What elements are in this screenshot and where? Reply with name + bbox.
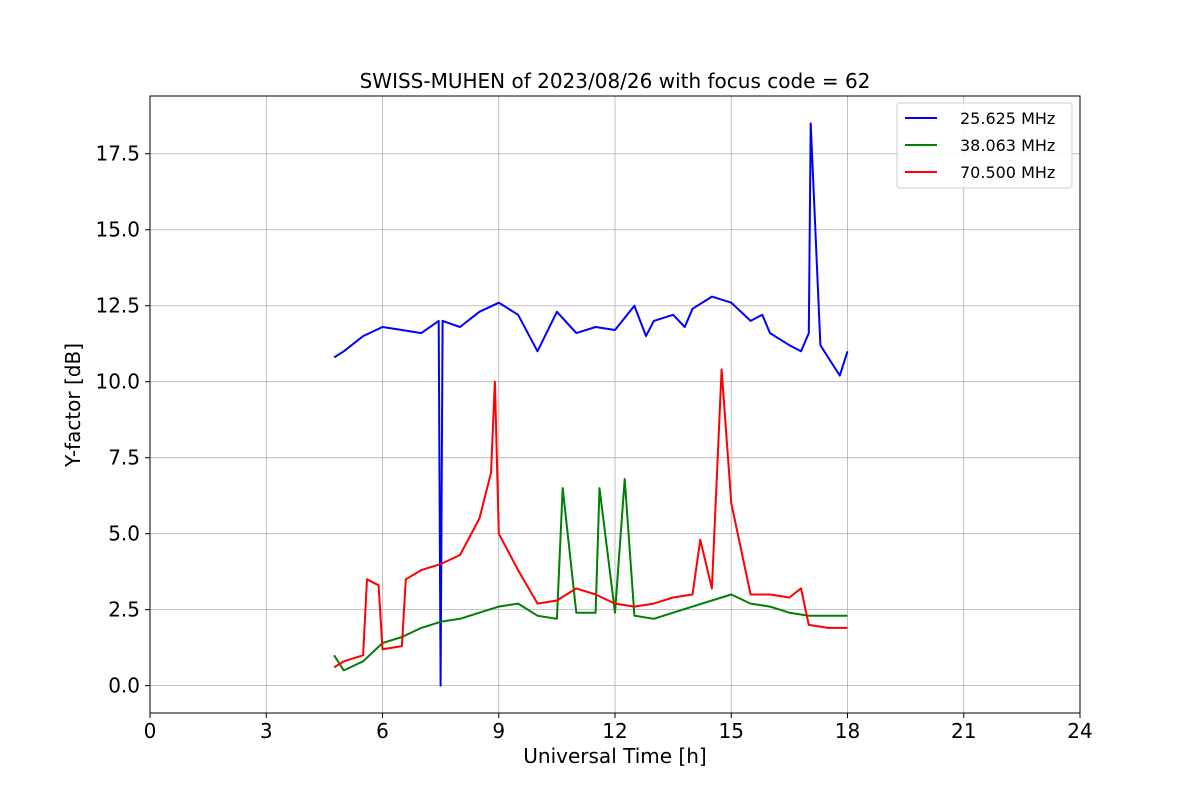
x-axis: 0 3 6 9 12 15 18 21 24 <box>144 713 1093 743</box>
x-tick-label: 3 <box>260 719 273 743</box>
y-axis: 0.0 2.5 5.0 7.5 10.0 12.5 15.0 17.5 <box>95 142 150 698</box>
y-tick-label: 10.0 <box>95 370 140 394</box>
x-tick-label: 24 <box>1067 719 1092 743</box>
y-tick-label: 5.0 <box>108 522 140 546</box>
x-tick-label: 0 <box>144 719 157 743</box>
legend-label-2: 38.063 MHz <box>960 136 1055 155</box>
plot-series <box>333 122 849 687</box>
y-tick-label: 2.5 <box>108 598 140 622</box>
y-tick-label: 12.5 <box>95 294 140 318</box>
legend-label-1: 25.625 MHz <box>960 109 1055 128</box>
x-tick-label: 15 <box>719 719 744 743</box>
y-tick-label: 17.5 <box>95 142 140 166</box>
y-tick-label: 7.5 <box>108 446 140 470</box>
legend: 25.625 MHz 38.063 MHz 70.500 MHz <box>896 102 1073 189</box>
series-line-3 <box>333 368 848 669</box>
y-tick-label: 0.0 <box>108 674 140 698</box>
series-line-2 <box>333 478 848 672</box>
x-tick-label: 9 <box>492 719 505 743</box>
legend-box <box>896 102 1073 189</box>
x-tick-label: 12 <box>602 719 627 743</box>
y-axis-label: Y-factor [dB] <box>61 343 85 468</box>
series-line-1 <box>333 122 849 687</box>
x-tick-label: 21 <box>951 719 976 743</box>
x-tick-label: 18 <box>835 719 860 743</box>
x-axis-label: Universal Time [h] <box>523 744 706 768</box>
legend-label-3: 70.500 MHz <box>960 163 1055 182</box>
x-tick-label: 6 <box>376 719 389 743</box>
chart-title: SWISS-MUHEN of 2023/08/26 with focus cod… <box>360 69 871 93</box>
y-tick-label: 15.0 <box>95 218 140 242</box>
